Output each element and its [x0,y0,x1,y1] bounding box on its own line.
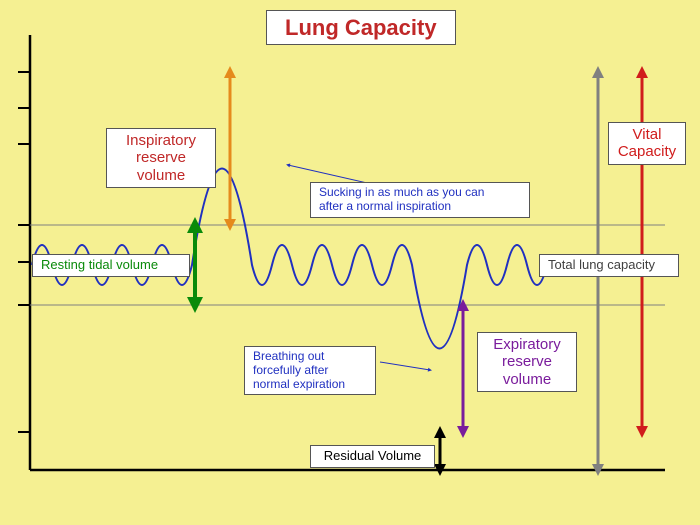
label-vc: Vital Capacity [608,122,686,165]
label-irv: Inspiratory reserve volume [106,128,216,188]
label-rv: Residual Volume [310,445,435,468]
label-suck: Sucking in as much as you can after a no… [310,182,530,218]
title-card: Lung Capacity [266,10,456,45]
label-tidal: Resting tidal volume [32,254,190,277]
label-tlc: Total lung capacity [539,254,679,277]
label-blow: Breathing out forcefully after normal ex… [244,346,376,395]
label-erv: Expiratory reserve volume [477,332,577,392]
